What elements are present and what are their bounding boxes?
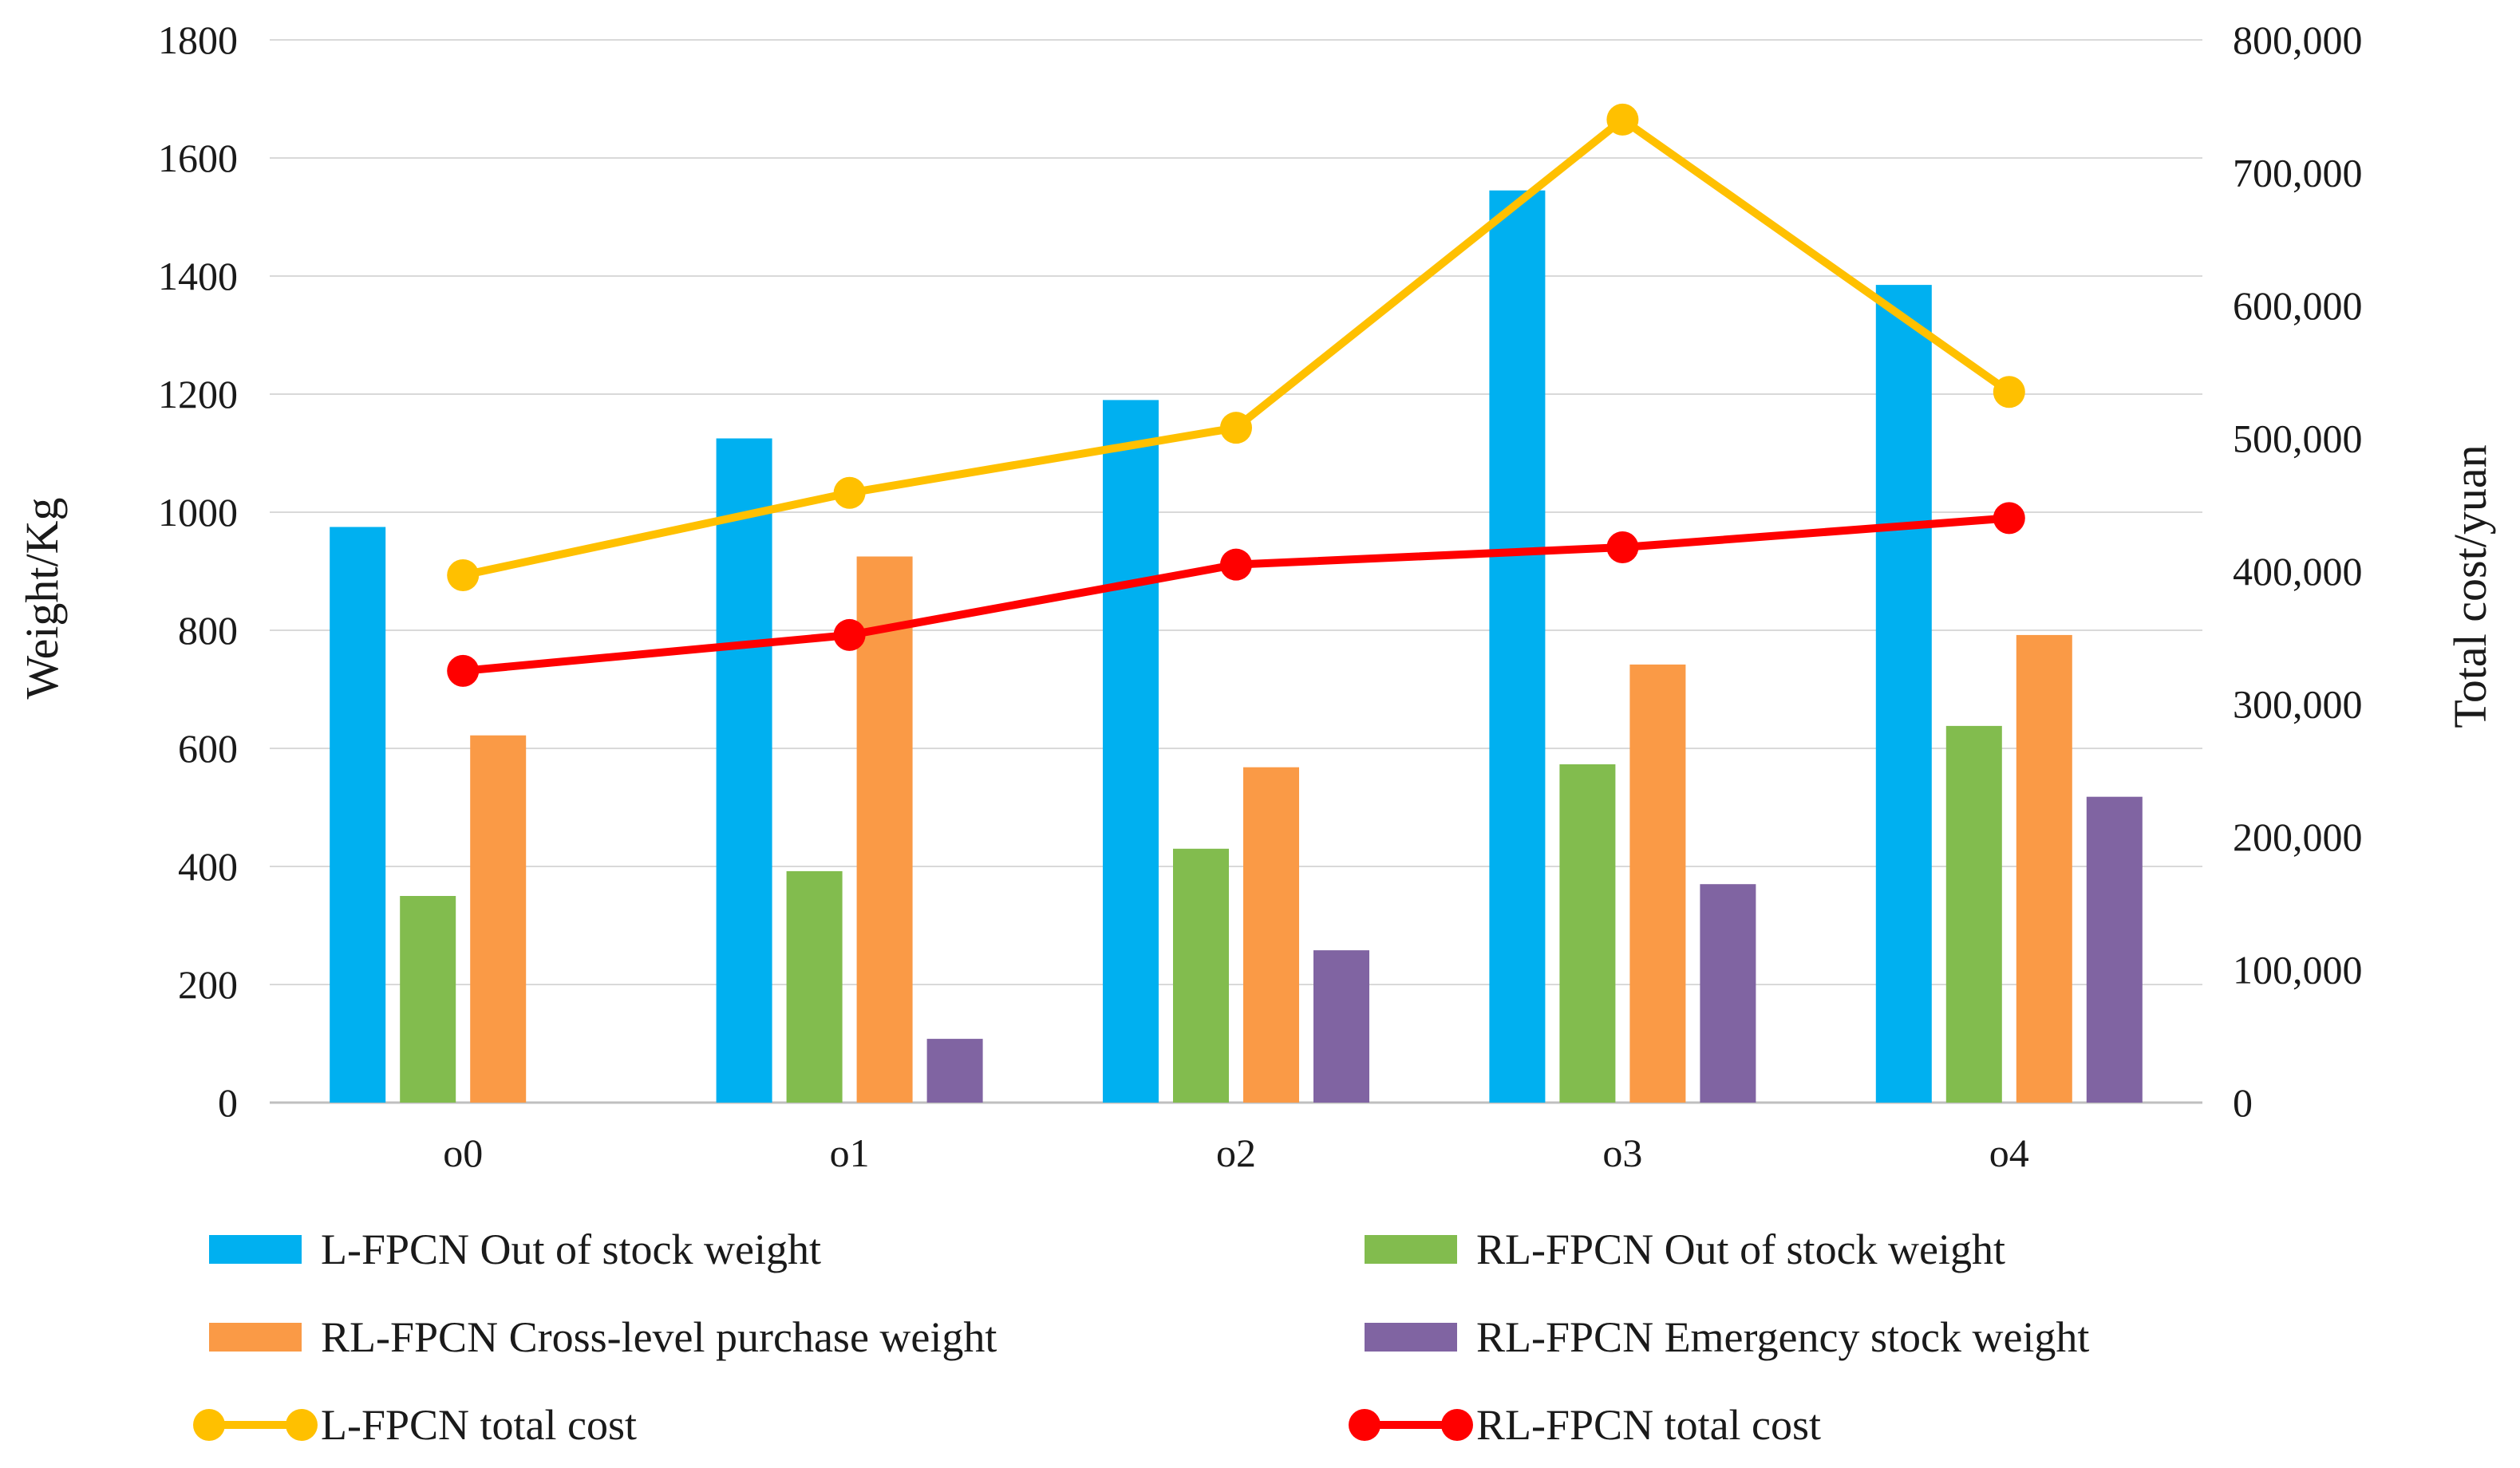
legend-marker-rl-fpcn-total-cost: [1441, 1409, 1473, 1441]
bar-rl-fpcn-out-of-stock-weight-o3: [1559, 764, 1616, 1103]
right-tick-label: 0: [2233, 1080, 2253, 1125]
left-tick-label: 1400: [158, 254, 238, 298]
left-tick-label: 0: [218, 1080, 238, 1125]
category-label: o1: [830, 1131, 870, 1175]
bar-l-fpcn-out-of-stock-weight-o2: [1103, 400, 1159, 1103]
right-tick-label: 800,000: [2233, 18, 2363, 62]
legend-label-rl-fpcn-cross-level-purchase-weight: RL-FPCN Cross-level purchase weight: [321, 1313, 997, 1361]
legend-label-l-fpcn-total-cost: L-FPCN total cost: [321, 1401, 637, 1449]
axes: 0 200 400 600 800 1000 1200 1400 1600 1800 0 100,00…: [158, 18, 2363, 1175]
gridlines: [270, 39, 2202, 1104]
line-series-group: [447, 103, 2025, 687]
left-tick-label: 400: [178, 844, 238, 889]
point-l-fpcn-total-cost-o0: [447, 558, 480, 591]
bar-rl-fpcn-out-of-stock-weight-o0: [400, 896, 456, 1103]
bar-rl-fpcn-emergency-stock-weight-o1: [926, 1039, 983, 1103]
left-tick-label: 1000: [158, 490, 238, 535]
left-tick-label: 1800: [158, 18, 238, 62]
left-axis-title: Weight/Kg: [16, 497, 68, 699]
left-tick-label: 1200: [158, 372, 238, 416]
legend-label-rl-fpcn-out-of-stock-weight: RL-FPCN Out of stock weight: [1476, 1225, 2005, 1273]
right-tick-label: 600,000: [2233, 283, 2363, 328]
point-l-fpcn-total-cost-o1: [833, 476, 866, 509]
legend-swatch-rl-fpcn-cross-level-purchase-weight: [209, 1323, 302, 1352]
right-tick-label: 200,000: [2233, 815, 2363, 859]
bar-rl-fpcn-out-of-stock-weight-o2: [1173, 848, 1229, 1103]
right-axis-title: Total cost/yuan: [2444, 444, 2496, 728]
point-rl-fpcn-total-cost-o0: [447, 654, 480, 687]
point-l-fpcn-total-cost-o4: [1993, 376, 2025, 408]
bar-rl-fpcn-cross-level-purchase-weight-o1: [856, 556, 913, 1103]
legend-swatch-l-fpcn-out-of-stock-weight: [209, 1235, 302, 1264]
point-rl-fpcn-total-cost-o4: [1993, 502, 2025, 535]
left-tick-label: 1600: [158, 136, 238, 180]
bar-rl-fpcn-emergency-stock-weight-o2: [1313, 950, 1369, 1103]
legend-label-l-fpcn-out-of-stock-weight: L-FPCN Out of stock weight: [321, 1225, 821, 1273]
bar-rl-fpcn-out-of-stock-weight-o4: [1945, 725, 2002, 1103]
bar-rl-fpcn-out-of-stock-weight-o1: [786, 870, 843, 1103]
bar-l-fpcn-out-of-stock-weight-o3: [1489, 190, 1546, 1103]
left-tick-label: 200: [178, 962, 238, 1007]
bar-l-fpcn-out-of-stock-weight-o4: [1875, 285, 1932, 1103]
right-tick-label: 300,000: [2233, 682, 2363, 727]
bar-rl-fpcn-emergency-stock-weight-o3: [1700, 884, 1756, 1103]
category-label: o3: [1602, 1131, 1642, 1175]
point-rl-fpcn-total-cost-o1: [833, 618, 866, 651]
point-rl-fpcn-total-cost-o2: [1220, 548, 1252, 581]
bar-rl-fpcn-cross-level-purchase-weight-o4: [2016, 634, 2072, 1103]
legend: L-FPCN Out of stock weight RL-FPCN Out of…: [193, 1225, 2089, 1449]
legend-swatch-rl-fpcn-emergency-stock-weight: [1365, 1323, 1457, 1352]
legend-marker-rl-fpcn-total-cost: [1349, 1409, 1380, 1441]
point-rl-fpcn-total-cost-o3: [1606, 531, 1639, 564]
bar-series-group: [330, 190, 2143, 1103]
left-tick-label: 800: [178, 608, 238, 653]
legend-marker-l-fpcn-total-cost: [286, 1409, 318, 1441]
right-tick-label: 500,000: [2233, 416, 2363, 461]
bar-rl-fpcn-cross-level-purchase-weight-o2: [1243, 767, 1299, 1103]
legend-swatch-rl-fpcn-out-of-stock-weight: [1365, 1235, 1457, 1264]
bar-l-fpcn-out-of-stock-weight-o0: [330, 527, 386, 1103]
bar-rl-fpcn-cross-level-purchase-weight-o3: [1629, 664, 1686, 1103]
category-label: o2: [1216, 1131, 1256, 1175]
bar-rl-fpcn-emergency-stock-weight-o4: [2086, 796, 2143, 1103]
right-tick-label: 100,000: [2233, 948, 2363, 992]
bar-rl-fpcn-cross-level-purchase-weight-o0: [470, 735, 527, 1103]
point-l-fpcn-total-cost-o3: [1606, 103, 1639, 136]
left-tick-label: 600: [178, 726, 238, 771]
right-tick-label: 700,000: [2233, 151, 2363, 195]
legend-marker-l-fpcn-total-cost: [193, 1409, 225, 1441]
line-rl-fpcn-total-cost: [462, 514, 2010, 675]
category-label: o4: [1989, 1131, 2029, 1175]
bar-l-fpcn-out-of-stock-weight-o1: [716, 438, 772, 1103]
right-tick-label: 400,000: [2233, 549, 2363, 594]
point-l-fpcn-total-cost-o2: [1220, 412, 1252, 444]
category-label: o0: [443, 1131, 483, 1175]
legend-label-rl-fpcn-emergency-stock-weight: RL-FPCN Emergency stock weight: [1476, 1313, 2089, 1361]
legend-label-rl-fpcn-total-cost: RL-FPCN total cost: [1476, 1401, 1821, 1449]
line-l-fpcn-total-cost: [462, 115, 2012, 579]
